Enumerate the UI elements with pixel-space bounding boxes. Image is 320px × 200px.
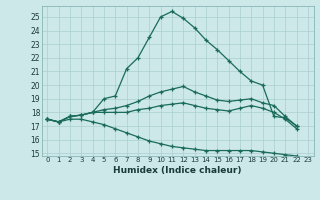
X-axis label: Humidex (Indice chaleur): Humidex (Indice chaleur) (113, 166, 242, 175)
